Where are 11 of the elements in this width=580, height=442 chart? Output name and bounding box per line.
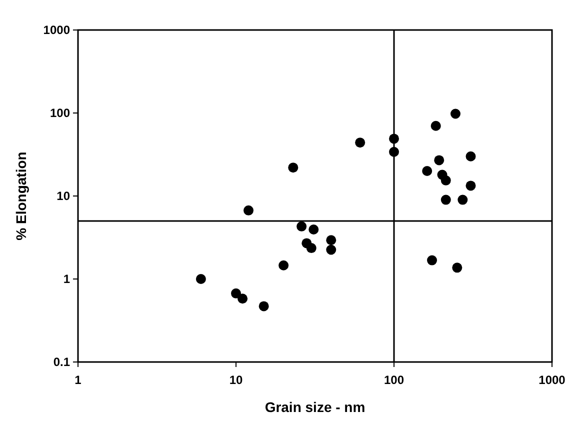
x-tick-label: 10 — [229, 373, 243, 387]
x-tick-label: 1000 — [538, 373, 566, 387]
x-tick-label: 100 — [384, 373, 404, 387]
y-tick-label: 1 — [63, 272, 70, 286]
x-tick-label: 1 — [74, 373, 82, 387]
y-tick-label: 1000 — [43, 23, 70, 37]
x-axis-title: Grain size - nm — [264, 399, 366, 415]
y-axis-title: % Elongation — [13, 152, 29, 240]
y-tick-label: 10 — [56, 189, 70, 203]
y-tick-label: 0.1 — [53, 355, 70, 369]
y-tick-label: 100 — [50, 106, 70, 120]
